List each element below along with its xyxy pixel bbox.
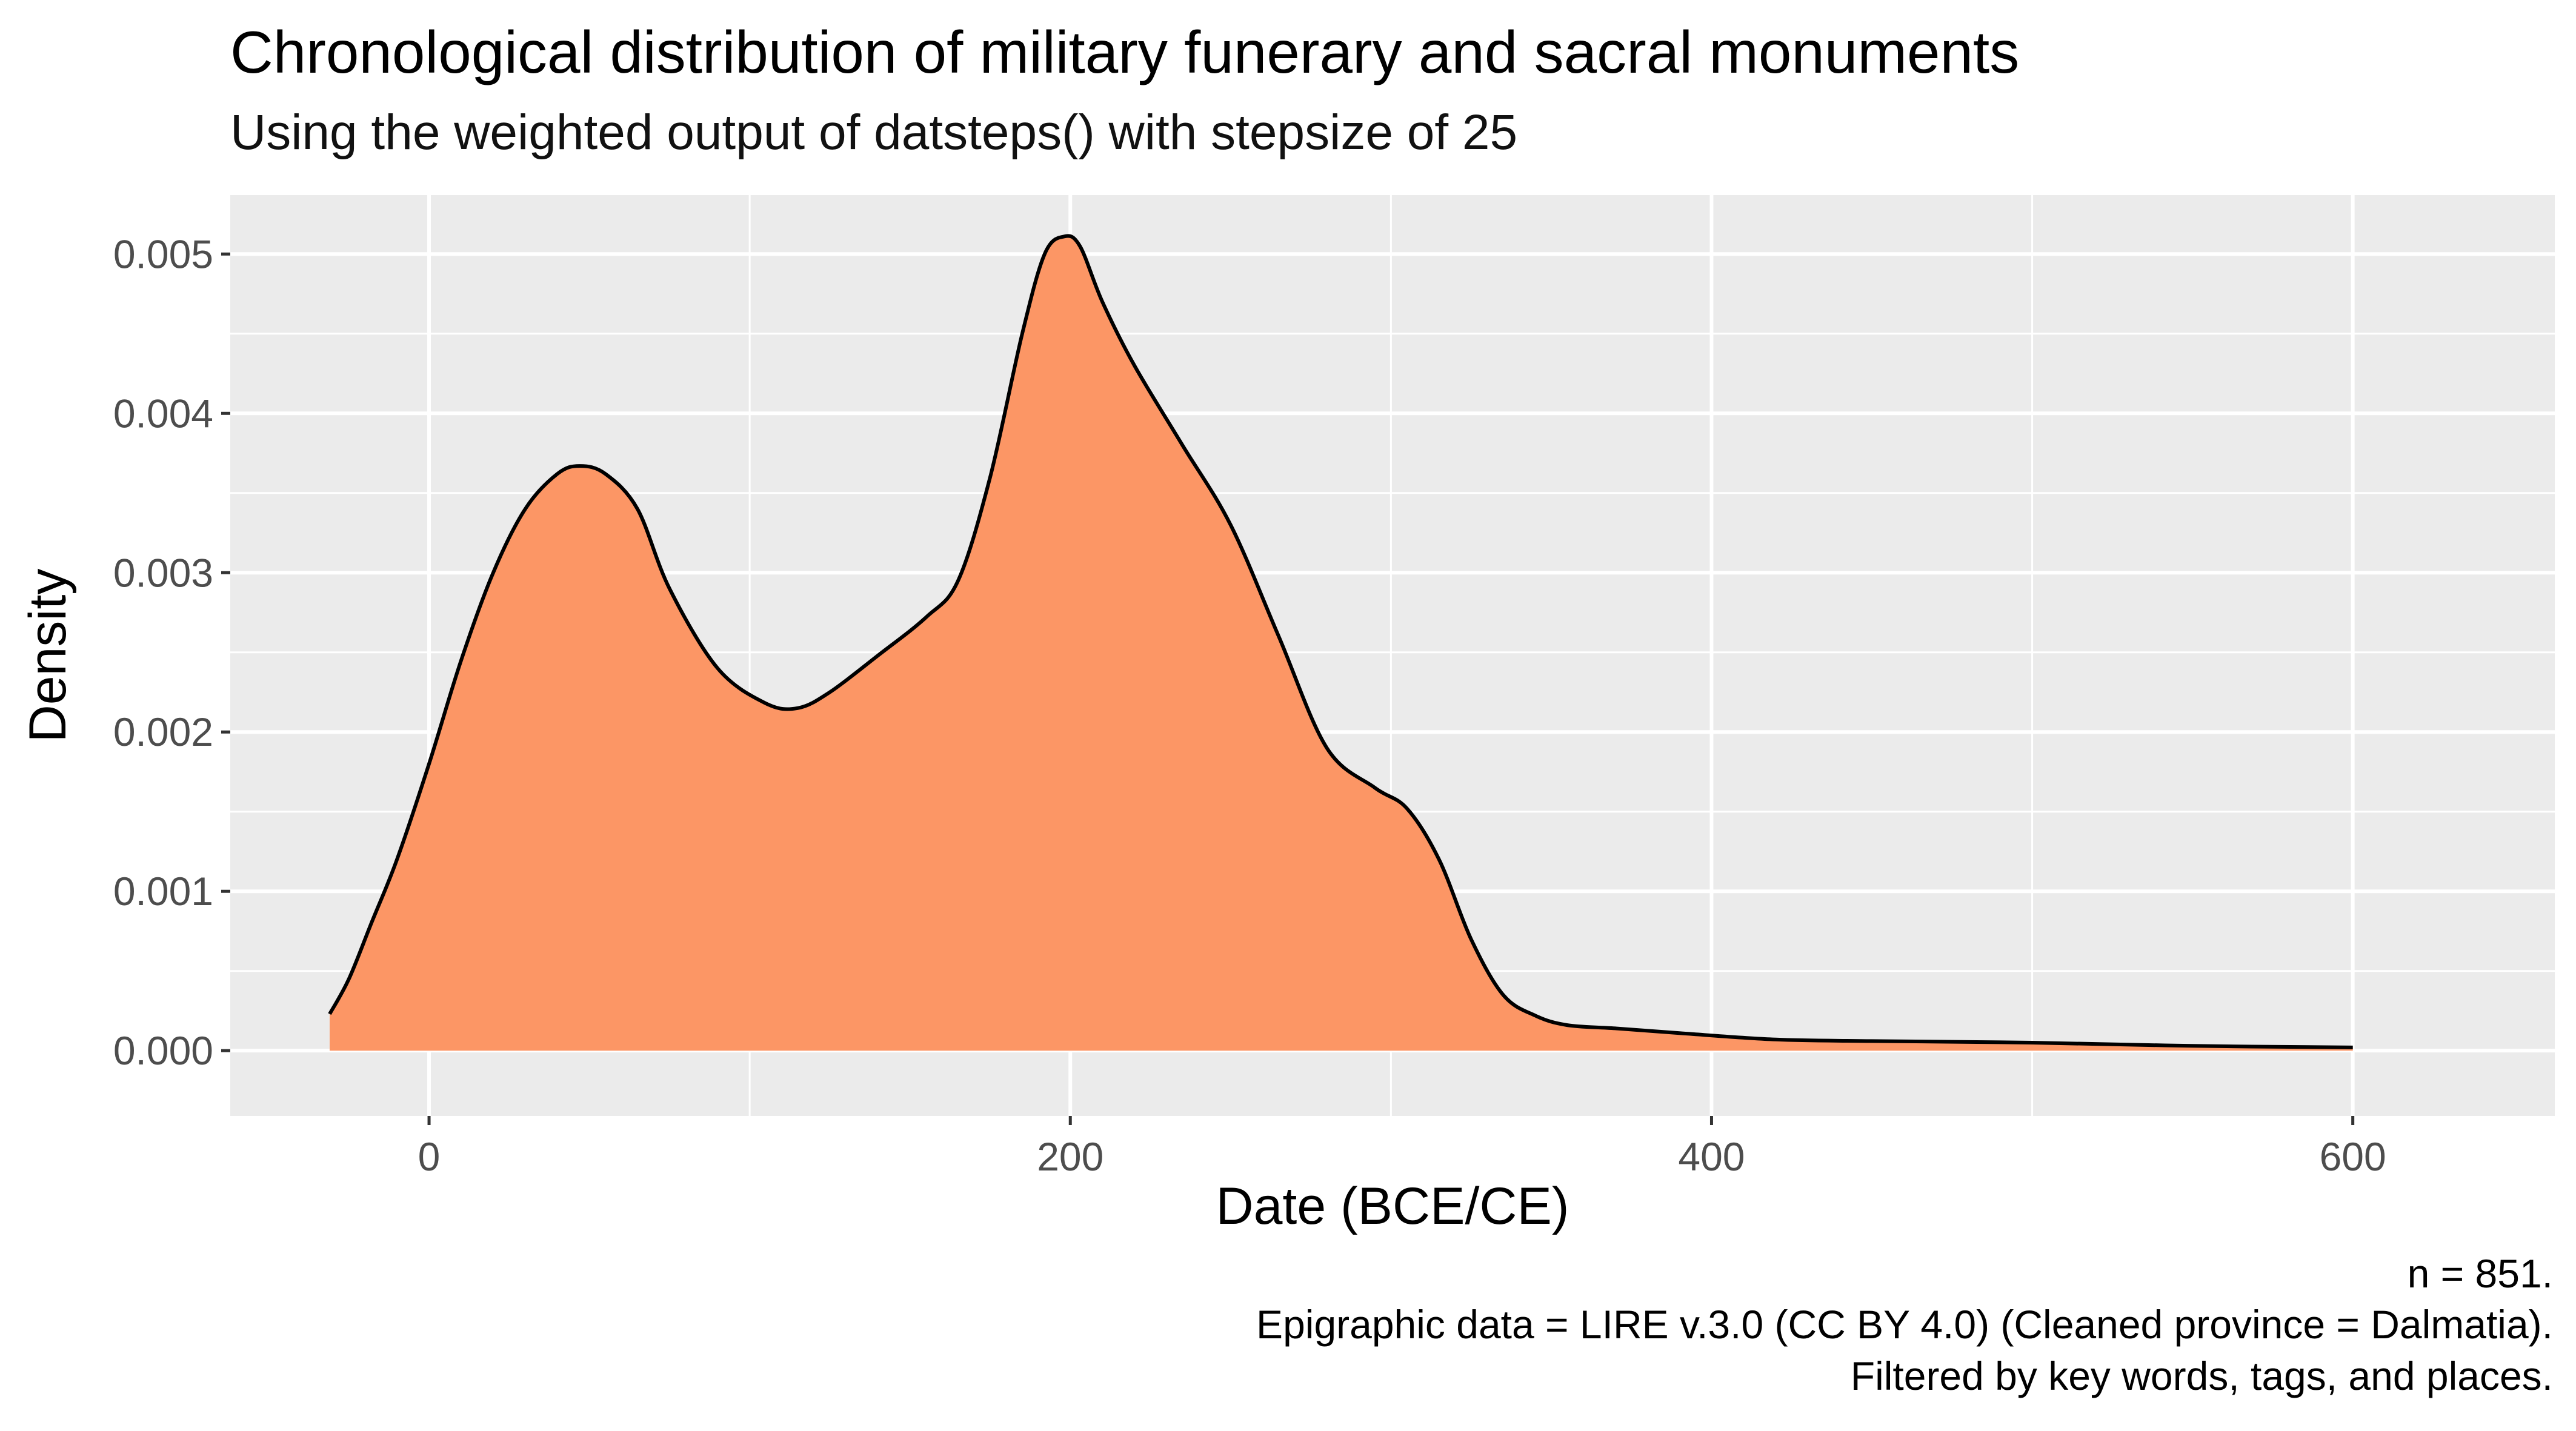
density-area [330,236,2353,1051]
x-tick-label: 200 [1037,1134,1103,1179]
y-tick-label: 0.002 [113,709,213,754]
y-tick-label: 0.004 [113,391,213,436]
density-line [328,234,2353,1049]
caption-data-source: Epigraphic data = LIRE v.3.0 (CC BY 4.0)… [1256,1302,2553,1347]
chart-title: Chronological distribution of military f… [230,19,2020,85]
x-tick-label: 600 [2320,1134,2386,1179]
x-tick-label: 400 [1678,1134,1745,1179]
caption-filter-note: Filtered by key words, tags, and places. [1850,1353,2553,1398]
y-tick-label: 0.001 [113,869,213,914]
x-axis-label: Date (BCE/CE) [1216,1177,1569,1235]
caption-sample-size: n = 851. [2407,1251,2553,1296]
chart-subtitle: Using the weighted output of datsteps() … [230,105,1518,160]
y-tick-label: 0.003 [113,550,213,595]
x-tick-label: 0 [418,1134,441,1179]
y-tick-label: 0.005 [113,231,213,276]
y-axis-label: Density [19,569,77,743]
x-axis-ticks: 0 200 400 600 [418,1116,2386,1179]
y-axis-ticks: 0.000 0.001 0.002 0.003 0.004 0.005 [113,231,230,1073]
chart-caption: n = 851. Epigraphic data = LIRE v.3.0 (C… [1256,1248,2553,1401]
y-tick-label: 0.000 [113,1028,213,1073]
